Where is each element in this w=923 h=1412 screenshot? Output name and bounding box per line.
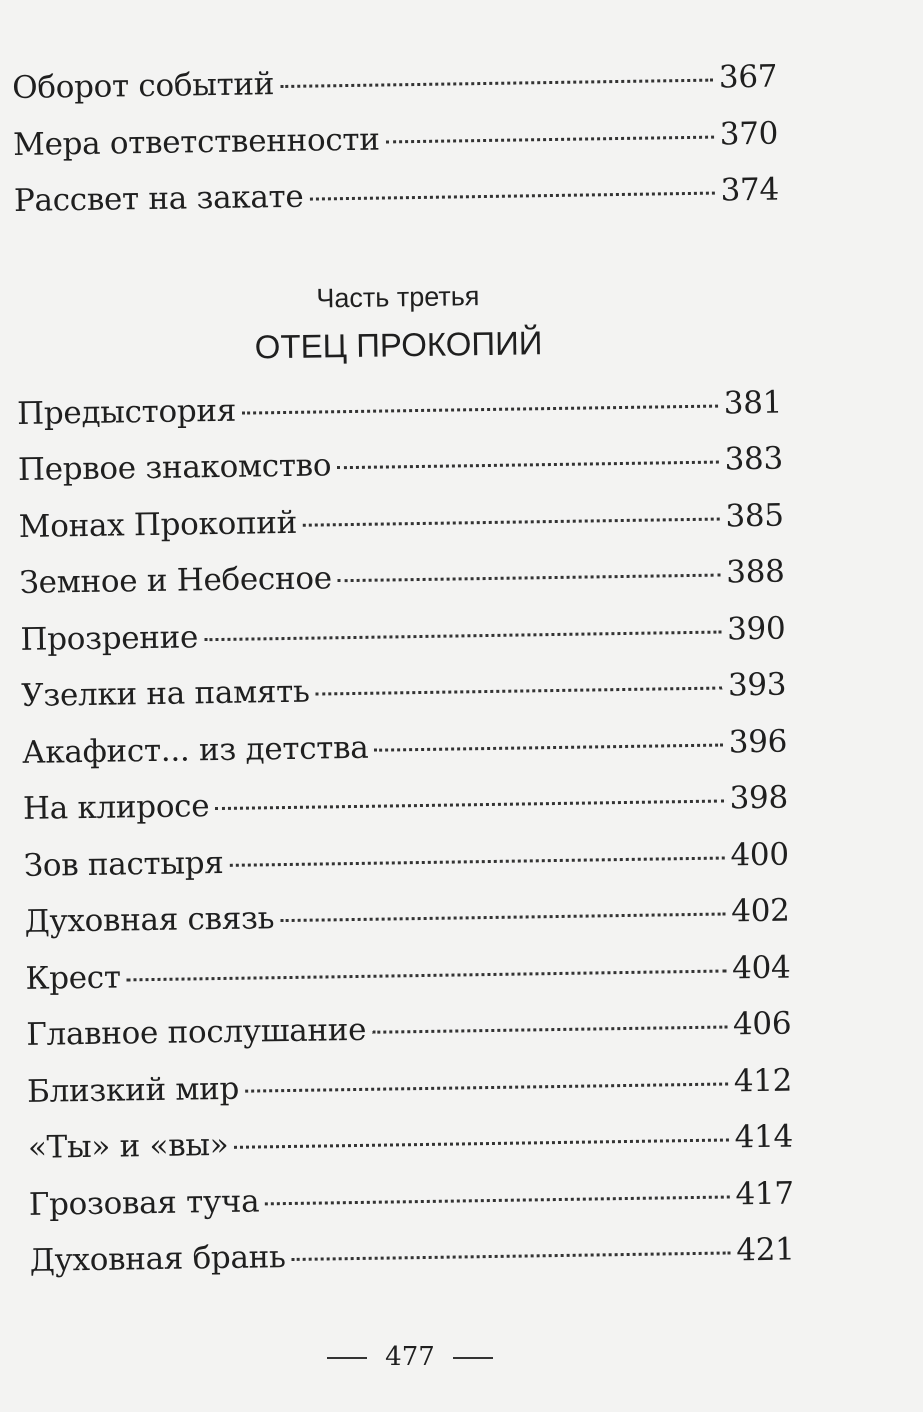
dot-leader xyxy=(204,630,722,641)
entry-page: 396 xyxy=(728,723,788,760)
table-of-contents: Оборот событий 367 Мера ответственности 370… xyxy=(12,59,795,1300)
page-footer: 477 xyxy=(0,1342,820,1372)
entry-page: 406 xyxy=(732,1005,792,1043)
dot-leader xyxy=(234,1138,729,1149)
dot-leader xyxy=(337,460,719,470)
entry-page: 421 xyxy=(736,1231,795,1269)
dot-leader xyxy=(265,1194,730,1205)
entry-title: Узелки на память xyxy=(21,673,310,714)
section-title: ОТЕЦ ПРОКОПИЙ xyxy=(254,323,543,365)
entry-title: Земное и Небесное xyxy=(19,560,332,601)
page-number: 477 xyxy=(385,1342,435,1372)
entry-page: 367 xyxy=(718,58,778,96)
dot-leader xyxy=(126,969,727,981)
entry-title: Первое знакомство xyxy=(17,447,332,488)
dash-left xyxy=(327,1357,368,1359)
entry-page: 412 xyxy=(733,1062,793,1099)
toc-entry: Рассвет на закате 374 xyxy=(14,172,780,240)
entry-title: Духовная брань xyxy=(29,1239,286,1279)
entry-page: 370 xyxy=(719,115,779,153)
dash-right xyxy=(452,1357,493,1359)
dot-leader xyxy=(374,743,723,752)
dot-leader xyxy=(372,1025,728,1034)
dot-leader xyxy=(245,1081,728,1093)
dot-leader xyxy=(291,1251,731,1261)
entry-page: 390 xyxy=(726,610,786,647)
dot-leader xyxy=(215,799,724,811)
entry-title: Монах Прокопий xyxy=(18,504,298,545)
entry-page: 393 xyxy=(727,666,787,704)
entry-page: 388 xyxy=(725,553,785,591)
entry-page: 374 xyxy=(720,171,780,209)
entry-page: 381 xyxy=(723,384,783,421)
entry-title: Рассвет на закате xyxy=(13,178,304,219)
dot-leader xyxy=(280,912,726,923)
dot-leader xyxy=(309,191,715,201)
entry-page: 414 xyxy=(734,1118,794,1156)
entry-title: Мера ответственности xyxy=(12,121,380,163)
entry-title: Оборот событий xyxy=(12,66,275,106)
entry-title: Близкий мир xyxy=(26,1070,240,1110)
entry-title: Предыстория xyxy=(16,392,237,432)
entry-title: «Ты» и «вы» xyxy=(27,1126,229,1166)
entry-title: На клиросе xyxy=(22,788,210,827)
dot-leader xyxy=(229,856,725,867)
entry-title: Грозовая туча xyxy=(28,1182,260,1223)
dot-leader xyxy=(242,404,718,415)
dot-leader xyxy=(315,686,722,696)
entry-page: 398 xyxy=(729,779,789,817)
toc-entries-top: Оборот событий 367 Мера ответственности 370… xyxy=(12,59,779,240)
dot-leader xyxy=(337,573,721,583)
entry-page: 417 xyxy=(735,1175,795,1212)
entry-page: 385 xyxy=(725,497,784,534)
dot-leader xyxy=(280,78,713,89)
dot-leader xyxy=(303,517,720,527)
entry-title: Духовная связь xyxy=(24,900,275,940)
entry-title: Прозрение xyxy=(20,618,199,658)
entry-title: Главное послушание xyxy=(26,1011,367,1053)
entry-page: 400 xyxy=(730,836,789,873)
entry-title: Крест xyxy=(25,958,121,997)
entry-page: 383 xyxy=(724,440,784,478)
dot-leader xyxy=(385,135,714,143)
entry-title: Акафист... из детства xyxy=(21,729,369,771)
entry-title: Зов пастыря xyxy=(23,844,224,884)
entry-page: 402 xyxy=(731,892,790,930)
entry-page: 404 xyxy=(731,949,791,986)
toc-entry: Духовная брань 421 xyxy=(29,1232,795,1300)
toc-entries: Предыстория 381 Первое знакомство 383 Монах … xyxy=(17,384,795,1299)
